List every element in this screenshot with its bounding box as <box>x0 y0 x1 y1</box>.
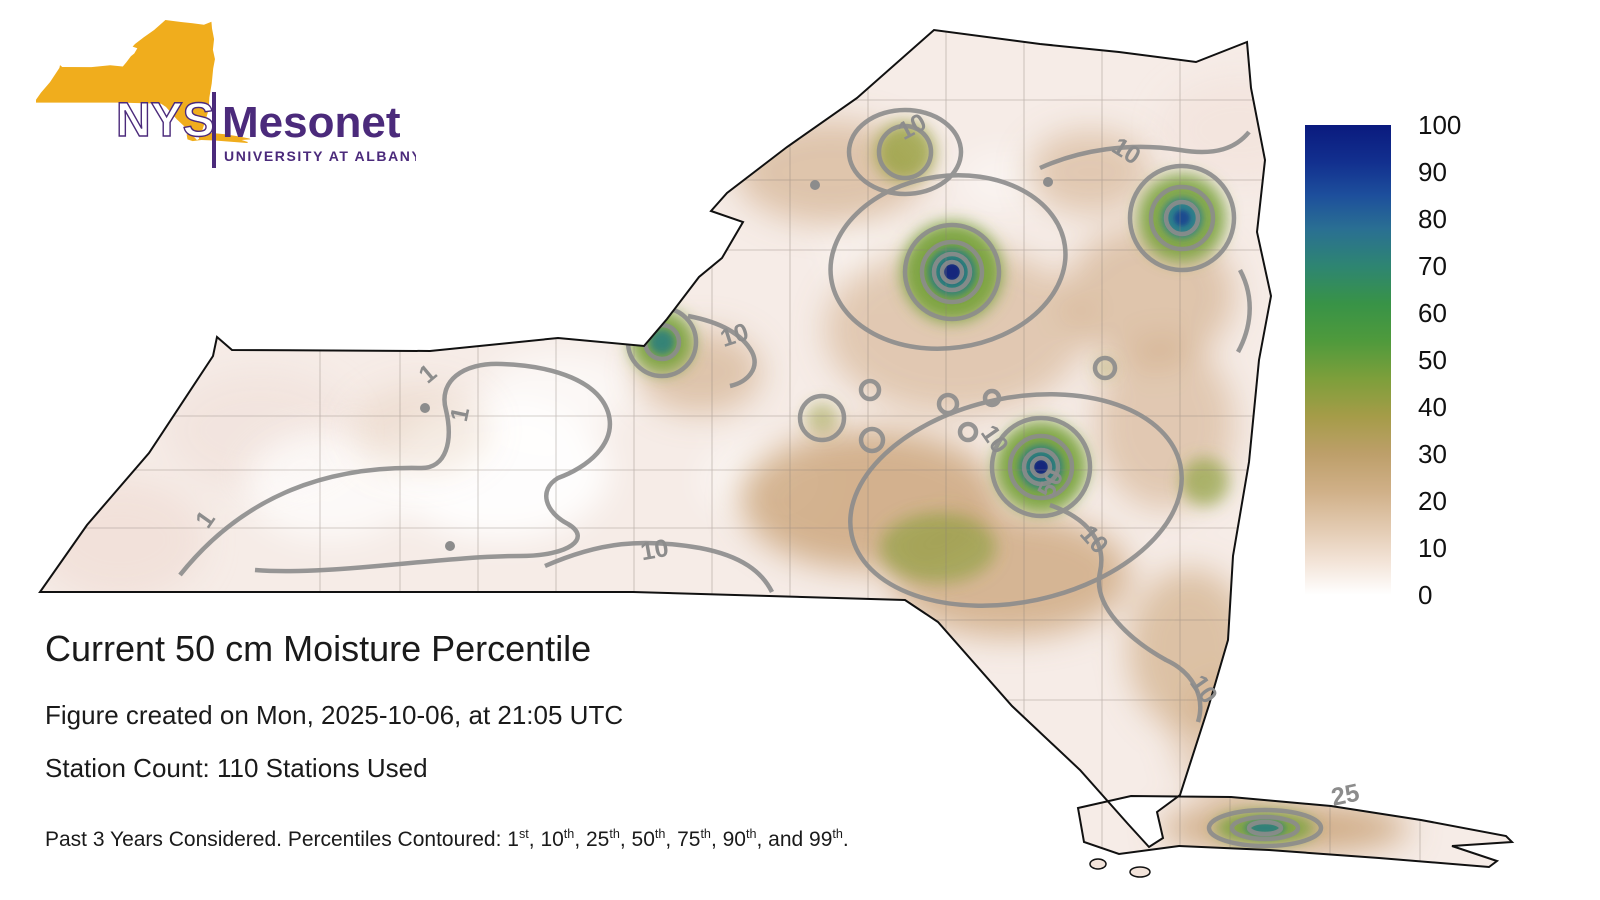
colorbar-tick: 70 <box>1418 251 1447 281</box>
percentile-item: 99th. <box>809 827 849 851</box>
pct-num: 90 <box>722 828 746 851</box>
logo-university-text: UNIVERSITY AT ALBANY <box>224 148 416 164</box>
pct-num: 10 <box>540 828 564 851</box>
colorbar-ticks: 100 90 80 70 60 50 40 30 20 10 0 <box>1418 110 1508 610</box>
colorbar-tick: 80 <box>1418 204 1447 234</box>
pct-ord: th <box>609 827 620 841</box>
pct-ord: th <box>563 827 575 841</box>
pct-ord: th <box>745 827 757 841</box>
pct-sep: . <box>842 828 849 851</box>
pct-num: 25 <box>585 828 610 851</box>
pct-sep: , and <box>756 828 810 851</box>
colorbar-tick: 30 <box>1418 439 1447 469</box>
colorbar-tick: 20 <box>1418 486 1447 516</box>
colorbar-tick: 0 <box>1418 580 1433 610</box>
colorbar-tick: 60 <box>1418 298 1447 328</box>
pct-num: 75 <box>677 828 701 851</box>
colorbar-tick: 50 <box>1418 345 1447 375</box>
island-shape <box>1129 866 1151 878</box>
pct-num: 1 <box>507 828 519 851</box>
percentile-item: 90th, and <box>722 827 810 851</box>
pct-sep: , <box>619 828 632 851</box>
percentile-item: 10th, <box>540 827 586 851</box>
nys-mesonet-logo: NYS Mesonet UNIVERSITY AT ALBANY <box>36 20 416 168</box>
created-timestamp: Figure created on Mon, 2025-10-06, at 21… <box>45 700 624 730</box>
percentile-item: 75th, <box>677 827 723 851</box>
pct-sep: , <box>710 828 723 851</box>
footnote-lead: Past 3 Years Considered. Percentiles Con… <box>45 828 508 851</box>
percentile-item: 1st, <box>507 827 541 851</box>
contour-lines <box>178 107 1324 849</box>
colorbar-tick: 40 <box>1418 392 1447 422</box>
colorbar-tick: 10 <box>1418 533 1447 563</box>
contour-dots <box>420 177 1053 551</box>
pct-sep: , <box>528 828 541 851</box>
pct-num: 99 <box>809 828 833 851</box>
pct-sep: , <box>574 828 586 851</box>
footnote: Past 3 Years Considered. Percentiles Con… <box>45 827 849 852</box>
pct-ord: th <box>700 827 711 841</box>
colorbar-tick: 90 <box>1418 157 1447 187</box>
station-count: Station Count: 110 Stations Used <box>45 753 428 783</box>
logo-nys-text: NYS <box>116 94 215 147</box>
island-shape <box>1089 858 1107 870</box>
page-title: Current 50 cm Moisture Percentile <box>45 628 592 669</box>
logo-divider <box>212 92 216 168</box>
logo-mesonet-text: Mesonet <box>222 98 401 147</box>
pct-ord: st <box>518 827 529 841</box>
pct-ord: th <box>654 827 666 841</box>
colorbar-gradient <box>1305 125 1391 595</box>
pct-ord: th <box>832 827 843 841</box>
logo-ny-state-shape <box>36 20 251 144</box>
pct-sep: , <box>665 828 678 851</box>
navy-blobs <box>942 210 1190 476</box>
contour-label: 25 <box>1329 779 1362 812</box>
state-outline <box>38 28 1515 869</box>
percentile-item: 50th, <box>631 827 678 851</box>
pct-num: 50 <box>631 828 655 851</box>
colorbar-tick: 100 <box>1418 110 1462 140</box>
contour-label: 1 <box>445 405 475 425</box>
contour-label: 10 <box>638 534 670 566</box>
percentile-item: 25th, <box>585 827 632 851</box>
